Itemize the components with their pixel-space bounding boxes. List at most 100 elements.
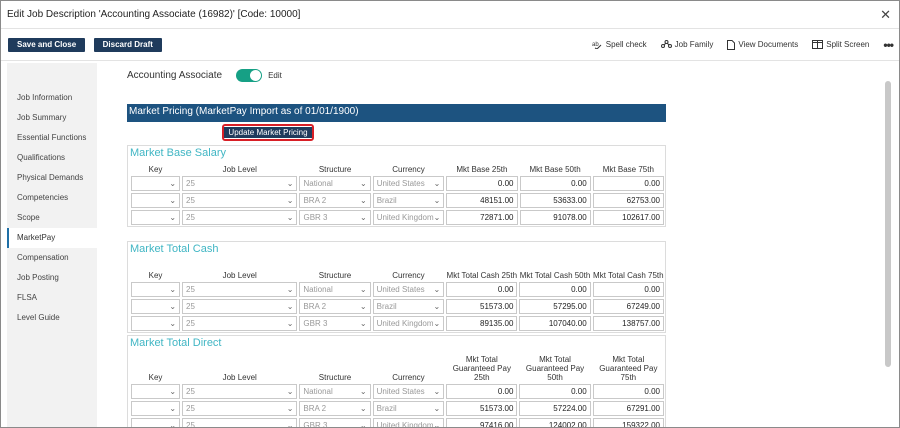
- job-level-select[interactable]: 25 ⌄: [182, 193, 298, 208]
- more-options-icon[interactable]: •••: [883, 37, 894, 52]
- save-and-close-button[interactable]: Save and Close: [8, 37, 86, 52]
- job-family-button[interactable]: Job Family: [660, 40, 713, 49]
- window-title: Edit Job Description 'Accounting Associa…: [7, 9, 301, 20]
- sidebar-item-compensation[interactable]: Compensation: [17, 253, 69, 262]
- currency-select[interactable]: United Kingdom ⌄: [372, 316, 445, 331]
- sidebar-item-marketpay[interactable]: MarketPay: [7, 228, 97, 248]
- value-field[interactable]: 138757.00: [592, 316, 664, 331]
- job-level-select[interactable]: 25 ⌄: [182, 210, 298, 225]
- value-field[interactable]: 0.00: [592, 176, 664, 191]
- value-field[interactable]: 0.00: [519, 176, 591, 191]
- sidebar-item-level-guide[interactable]: Level Guide: [17, 313, 60, 322]
- view-documents-button[interactable]: View Documents: [727, 39, 798, 50]
- value-field[interactable]: 57224.00: [519, 401, 591, 416]
- key-select[interactable]: ⌄: [131, 384, 181, 399]
- currency-select[interactable]: Brazil ⌄: [372, 193, 445, 208]
- job-level-select[interactable]: 25 ⌄: [182, 384, 298, 399]
- currency-select-value: United States: [376, 387, 425, 396]
- value-field[interactable]: 53633.00: [519, 193, 591, 208]
- sidebar-item-job-posting[interactable]: Job Posting: [17, 273, 59, 282]
- value-field[interactable]: 67291.00: [592, 401, 664, 416]
- chevron-down-icon: ⌄: [360, 213, 367, 222]
- value-field[interactable]: 107040.00: [519, 316, 591, 331]
- value-field[interactable]: 0.00: [592, 384, 664, 399]
- currency-select[interactable]: United States ⌄: [372, 176, 445, 191]
- value-field[interactable]: 0.00: [446, 176, 518, 191]
- job-level-select[interactable]: 25 ⌄: [182, 282, 298, 297]
- vertical-scrollbar[interactable]: [885, 81, 891, 367]
- structure-select[interactable]: GBR 3 ⌄: [299, 210, 371, 225]
- value-field[interactable]: 102617.00: [592, 210, 664, 225]
- value-field[interactable]: 0.00: [519, 384, 591, 399]
- key-select[interactable]: ⌄: [131, 401, 181, 416]
- toolbar: Save and Close Discard Draft ab Spell ch…: [1, 29, 899, 61]
- structure-select[interactable]: BRA 2 ⌄: [299, 299, 371, 314]
- sidebar-item-qualifications[interactable]: Qualifications: [17, 153, 66, 162]
- currency-select[interactable]: United States ⌄: [372, 384, 445, 399]
- key-select[interactable]: ⌄: [131, 176, 181, 191]
- structure-select[interactable]: GBR 3 ⌄: [299, 316, 371, 331]
- value-field[interactable]: 0.00: [446, 384, 518, 399]
- currency-select[interactable]: Brazil ⌄: [372, 299, 445, 314]
- structure-select[interactable]: BRA 2 ⌄: [299, 401, 371, 416]
- value-field[interactable]: 159322.00: [592, 418, 664, 427]
- edit-toggle[interactable]: [236, 69, 263, 82]
- chevron-down-icon: ⌄: [359, 302, 367, 311]
- value-field[interactable]: 0.00: [519, 282, 591, 297]
- value-field[interactable]: 124002.00: [519, 418, 591, 427]
- table-row: ⌄ 25 ⌄ BRA 2 ⌄ Brazil ⌄ 51573.00 57295.00 67249.0…: [130, 298, 665, 315]
- value-field[interactable]: 51573.00: [446, 401, 518, 416]
- key-select[interactable]: ⌄: [131, 210, 181, 225]
- currency-select[interactable]: United Kingdom ⌄: [372, 210, 445, 225]
- value-field[interactable]: 67249.00: [592, 299, 664, 314]
- chevron-down-icon: ⌄: [359, 387, 367, 396]
- currency-select[interactable]: United States ⌄: [372, 282, 445, 297]
- sidebar-item-job-information[interactable]: Job Information: [17, 93, 73, 102]
- discard-draft-button[interactable]: Discard Draft: [93, 37, 162, 52]
- value-field[interactable]: 51573.00: [446, 299, 518, 314]
- sidebar-item-physical-demands[interactable]: Physical Demands: [17, 173, 84, 182]
- structure-select[interactable]: National ⌄: [299, 176, 371, 191]
- sidebar-item-flsa[interactable]: FLSA: [17, 293, 38, 302]
- split-screen-button[interactable]: Split Screen: [812, 40, 869, 49]
- sidebar-item-competencies[interactable]: Competencies: [17, 193, 69, 202]
- close-icon[interactable]: ✕: [880, 7, 891, 22]
- job-level-select[interactable]: 25 ⌄: [182, 316, 298, 331]
- sidebar-item-job-summary[interactable]: Job Summary: [17, 113, 67, 122]
- chevron-down-icon: ⌄: [359, 285, 367, 294]
- spell-check-button[interactable]: ab Spell check: [592, 40, 647, 49]
- key-select[interactable]: ⌄: [131, 282, 181, 297]
- key-select[interactable]: ⌄: [131, 418, 181, 427]
- value-field[interactable]: 97416.00: [446, 418, 518, 427]
- key-select[interactable]: ⌄: [131, 316, 181, 331]
- structure-select[interactable]: BRA 2 ⌄: [299, 193, 371, 208]
- value-field[interactable]: 72871.00: [446, 210, 518, 225]
- job-level-select[interactable]: 25 ⌄: [182, 299, 298, 314]
- job-level-select[interactable]: 25 ⌄: [182, 418, 298, 427]
- key-select[interactable]: ⌄: [131, 299, 181, 314]
- value-field[interactable]: 0.00: [592, 282, 664, 297]
- value-field[interactable]: 48151.00: [446, 193, 518, 208]
- structure-select[interactable]: National ⌄: [299, 384, 371, 399]
- structure-select-value: National: [303, 285, 333, 294]
- key-column-header: Key: [148, 165, 163, 174]
- job-level-select[interactable]: 25 ⌄: [182, 176, 298, 191]
- sidebar-item-scope[interactable]: Scope: [17, 213, 40, 222]
- value-field[interactable]: 0.00: [446, 282, 518, 297]
- sidebar-item-essential-functions[interactable]: Essential Functions: [17, 133, 87, 142]
- currency-select[interactable]: Brazil ⌄: [372, 401, 445, 416]
- chevron-down-icon: ⌄: [169, 387, 177, 396]
- chevron-down-icon: ⌄: [286, 196, 294, 205]
- job-level-select-value: 25: [186, 179, 195, 188]
- value-field[interactable]: 89135.00: [446, 316, 518, 331]
- currency-select[interactable]: United Kingdom ⌄: [372, 418, 445, 427]
- key-select[interactable]: ⌄: [131, 193, 181, 208]
- value-field[interactable]: 91078.00: [519, 210, 591, 225]
- value-field[interactable]: 57295.00: [519, 299, 591, 314]
- structure-select[interactable]: National ⌄: [299, 282, 371, 297]
- job-level-select[interactable]: 25 ⌄: [182, 401, 298, 416]
- currency-select-value: Brazil: [376, 302, 397, 311]
- structure-select[interactable]: GBR 3 ⌄: [299, 418, 371, 427]
- value-field[interactable]: 62753.00: [592, 193, 664, 208]
- update-market-pricing-button[interactable]: Update Market Pricing: [224, 127, 312, 138]
